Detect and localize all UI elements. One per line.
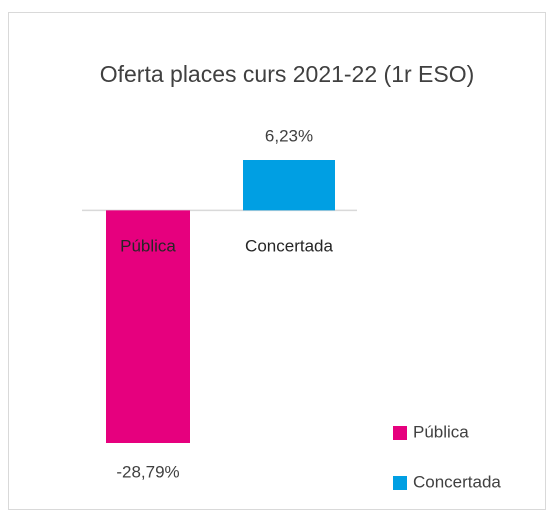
- legend-label: Pública: [413, 422, 469, 441]
- legend-swatch: [393, 476, 407, 490]
- chart-title: Oferta places curs 2021-22 (1r ESO): [100, 61, 475, 87]
- category-label: Concertada: [245, 236, 333, 255]
- chart-border: [8, 12, 546, 510]
- value-label: -28,79%: [116, 462, 179, 481]
- category-label: Pública: [120, 236, 176, 255]
- legend-swatch: [393, 426, 407, 440]
- legend-label: Concertada: [413, 472, 501, 491]
- bar: [106, 210, 190, 443]
- value-label: 6,23%: [265, 126, 313, 145]
- bar: [243, 160, 335, 211]
